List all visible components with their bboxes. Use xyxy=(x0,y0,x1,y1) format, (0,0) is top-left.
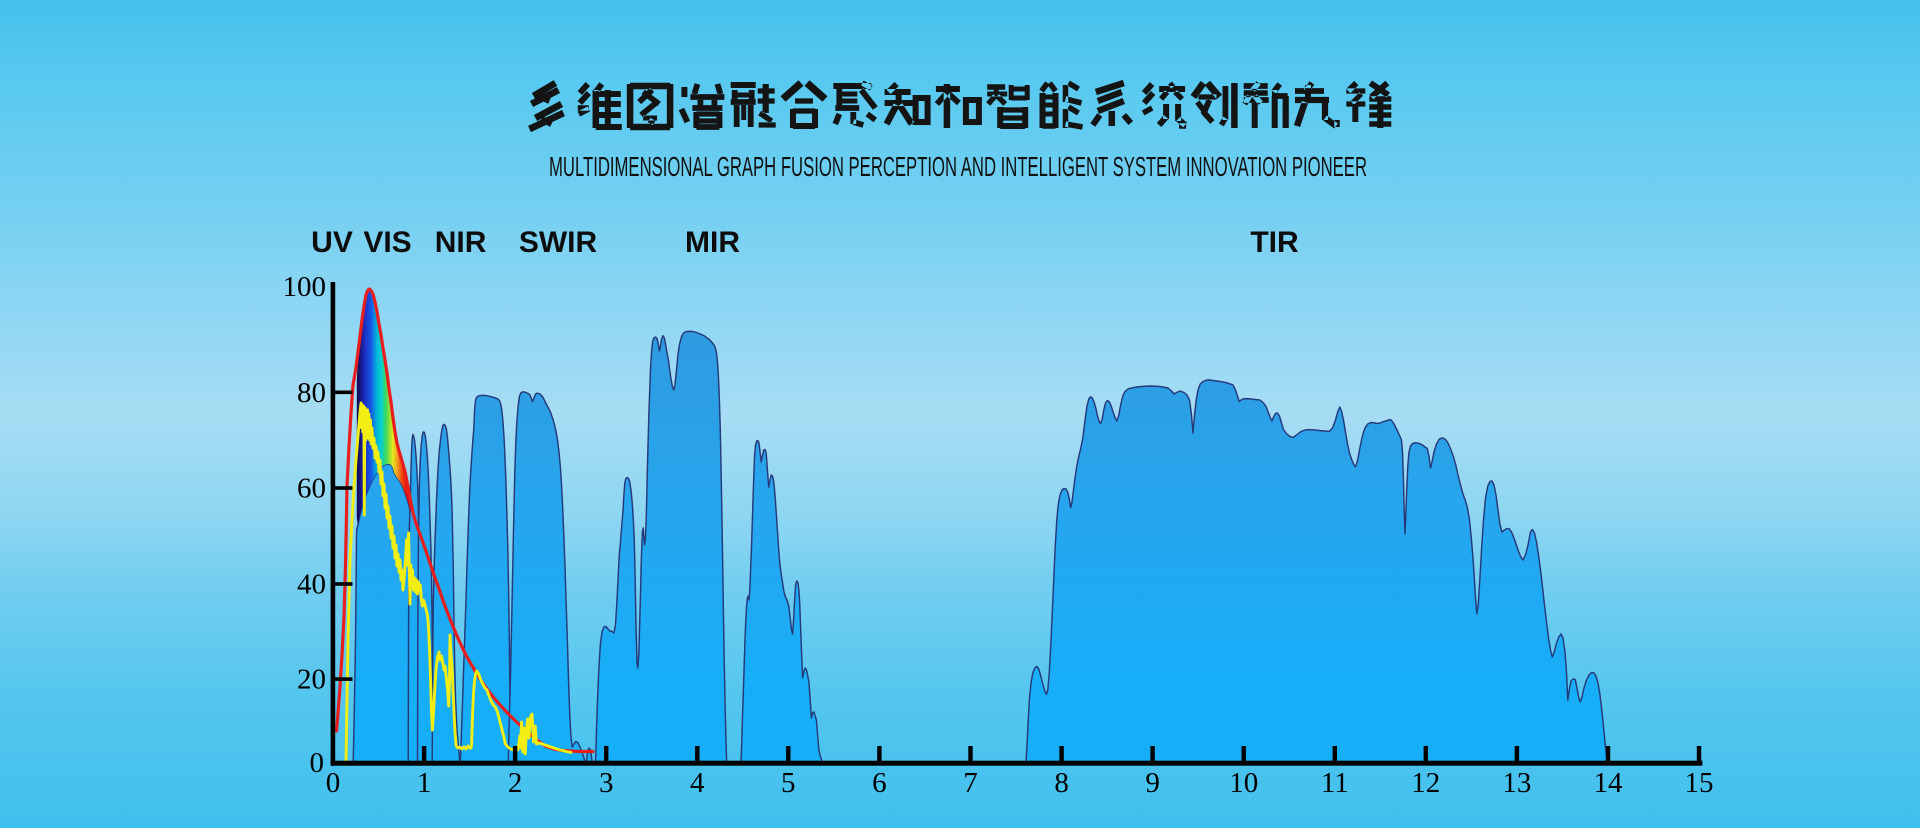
svg-text:9: 9 xyxy=(1145,767,1160,799)
svg-text:4: 4 xyxy=(690,767,705,799)
svg-text:0: 0 xyxy=(326,767,341,799)
svg-text:3: 3 xyxy=(599,767,614,799)
svg-text:100: 100 xyxy=(283,271,327,303)
svg-text:60: 60 xyxy=(297,473,326,505)
svg-text:80: 80 xyxy=(297,377,326,409)
svg-text:MULTIDIMENSIONAL GRAPH FUSION: MULTIDIMENSIONAL GRAPH FUSION PERCEPTION… xyxy=(549,151,1367,182)
svg-text:2: 2 xyxy=(508,767,523,799)
svg-text:MIR: MIR xyxy=(685,226,740,259)
svg-text:VIS: VIS xyxy=(363,226,411,259)
svg-text:UV: UV xyxy=(311,226,353,259)
svg-text:SWIR: SWIR xyxy=(519,226,598,259)
svg-text:40: 40 xyxy=(297,569,326,601)
svg-text:5: 5 xyxy=(781,767,796,799)
svg-text:10: 10 xyxy=(1229,767,1258,799)
svg-text:13: 13 xyxy=(1502,767,1531,799)
svg-text:7: 7 xyxy=(963,767,978,799)
svg-text:20: 20 xyxy=(297,664,326,696)
svg-text:14: 14 xyxy=(1594,767,1624,799)
svg-text:6: 6 xyxy=(872,767,887,799)
svg-text:15: 15 xyxy=(1685,767,1714,799)
svg-text:8: 8 xyxy=(1054,767,1069,799)
svg-text:12: 12 xyxy=(1411,767,1440,799)
svg-text:NIR: NIR xyxy=(435,226,487,259)
svg-text:1: 1 xyxy=(417,767,432,799)
svg-text:0: 0 xyxy=(310,747,325,779)
svg-text:TIR: TIR xyxy=(1250,226,1299,259)
svg-text:11: 11 xyxy=(1321,767,1349,799)
